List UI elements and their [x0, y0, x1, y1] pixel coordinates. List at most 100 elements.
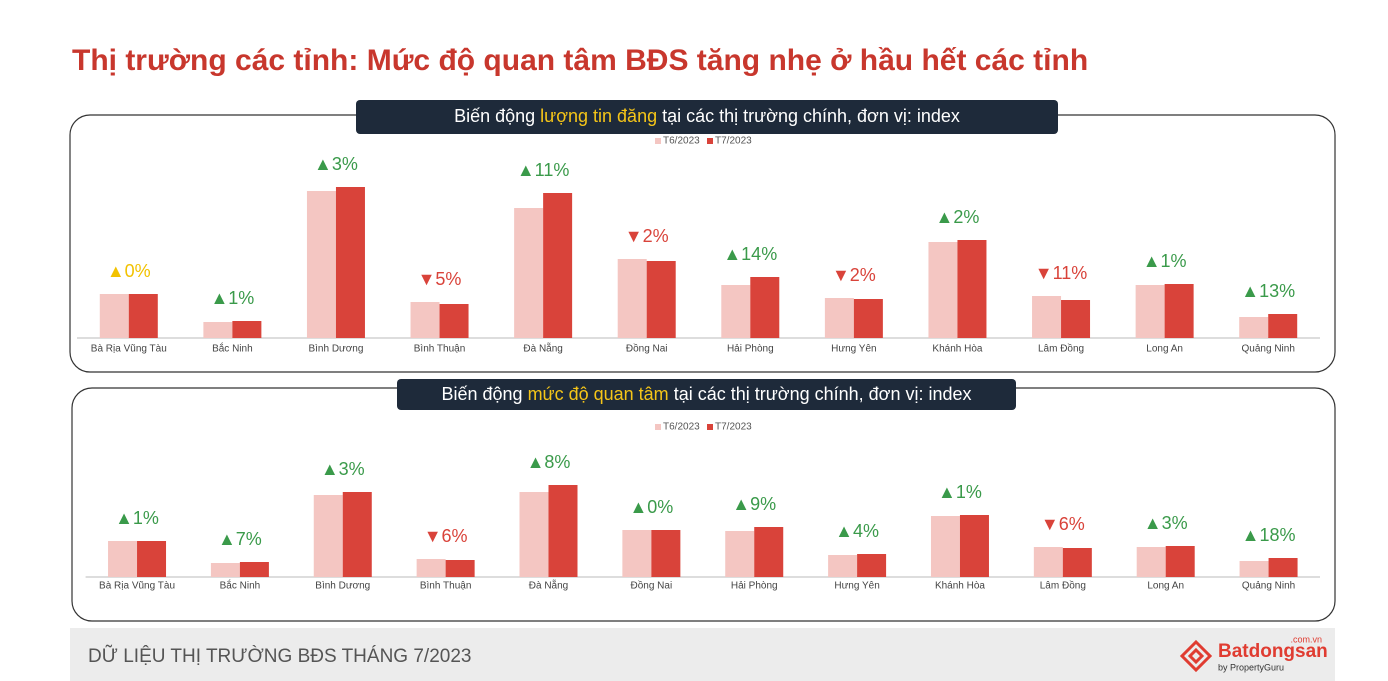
x-tick-label: Hải Phòng [731, 581, 778, 592]
bar [1239, 317, 1269, 338]
change-annotation: ▲11% [517, 160, 570, 180]
change-annotation: ▲8% [527, 452, 571, 472]
logo-icon [1179, 639, 1213, 673]
chart-title: Biến động mức độ quan tâm tại các thị trườ… [441, 384, 971, 404]
bar [306, 191, 336, 338]
bar [617, 259, 647, 338]
bar [754, 527, 784, 577]
bar [416, 559, 446, 577]
legend-label: T7/2023 [715, 422, 752, 433]
footer-text: DỮ LIỆU THỊ TRƯỜNG BĐS THÁNG 7/2023 [88, 645, 471, 667]
bar [1061, 300, 1091, 338]
chart-title-highlight: mức độ quan tâm [528, 384, 669, 404]
bar [957, 240, 987, 338]
bar [543, 193, 573, 338]
bar [646, 261, 676, 338]
bar [1032, 296, 1062, 338]
x-tick-label: Long An [1146, 344, 1183, 355]
bar [959, 515, 989, 577]
bar [342, 492, 372, 577]
change-annotation: ▲3% [314, 154, 358, 174]
x-tick-label: Bình Thuận [414, 344, 466, 355]
x-tick-label: Khánh Hòa [935, 581, 985, 592]
change-annotation: ▲4% [835, 521, 879, 541]
bar [232, 321, 262, 338]
x-tick-label: Khánh Hòa [932, 344, 982, 355]
logo-brand: Batdongsan [1218, 641, 1328, 662]
change-annotation: ▲0% [629, 497, 673, 517]
x-tick-label: Đà Nẵng [529, 579, 568, 592]
legend-label: T7/2023 [715, 136, 752, 147]
legend-swatch [655, 138, 661, 144]
bar [1239, 561, 1269, 577]
logo-domain: .com.vn [1290, 634, 1322, 644]
x-tick-label: Quảng Ninh [1242, 581, 1295, 592]
change-annotation: ▲1% [938, 482, 982, 502]
bar [1136, 547, 1166, 577]
bar [239, 562, 269, 577]
bar [548, 485, 578, 577]
x-tick-label: Bình Dương [315, 581, 370, 592]
bar [651, 530, 681, 577]
chart-title: Biến động lượng tin đăng tại các thị trườn… [454, 106, 960, 126]
bar [853, 299, 883, 338]
legend-label: T6/2023 [663, 136, 700, 147]
x-tick-label: Đồng Nai [631, 580, 673, 592]
bar [828, 555, 858, 577]
change-annotation: ▲1% [1143, 251, 1187, 271]
slide-title: Thị trường các tỉnh: Mức độ quan tâm BĐS… [72, 44, 1088, 77]
bar [108, 541, 138, 577]
x-tick-label: Hưng Yên [831, 344, 876, 355]
bar [137, 541, 167, 577]
bar [203, 322, 233, 338]
change-annotation: ▲14% [723, 244, 777, 264]
bar [519, 492, 549, 577]
bar [1062, 548, 1092, 577]
bar [928, 242, 958, 338]
legend-label: T6/2023 [663, 422, 700, 433]
change-annotation: ▲13% [1241, 281, 1295, 301]
x-tick-label: Đà Nẵng [523, 342, 562, 355]
footer-band [70, 628, 1335, 681]
bar [824, 298, 854, 338]
x-tick-label: Bắc Ninh [220, 579, 261, 592]
bar [622, 530, 652, 577]
bar [1033, 547, 1063, 577]
x-tick-label: Bà Rịa Vũng Tàu [91, 344, 167, 355]
bar [514, 208, 544, 338]
x-tick-label: Bà Rịa Vũng Tàu [99, 581, 175, 592]
x-tick-label: Lâm Đồng [1040, 580, 1086, 592]
legend-swatch [707, 138, 713, 144]
bar [445, 560, 475, 577]
bar [410, 302, 440, 338]
x-tick-label: Hưng Yên [834, 581, 879, 592]
x-tick-label: Quảng Ninh [1242, 344, 1295, 355]
bar [335, 187, 365, 338]
bar [1164, 284, 1194, 338]
change-annotation: ▼6% [1041, 514, 1085, 534]
change-annotation: ▲0% [107, 261, 151, 281]
bar [930, 516, 960, 577]
chart-title-box [397, 379, 1016, 410]
bar [439, 304, 469, 338]
chart-title-highlight: lượng tin đăng [540, 106, 657, 126]
change-annotation: ▲3% [1144, 513, 1188, 533]
logo-tagline: by PropertyGuru [1218, 662, 1284, 672]
x-tick-label: Bình Thuận [420, 581, 472, 592]
bar [721, 285, 751, 338]
chart-title-part: tại các thị trường chính, đơn vị: index [662, 106, 960, 126]
change-annotation: ▼2% [625, 226, 669, 246]
logo: Batdongsan .com.vn by PropertyGuru [1179, 634, 1328, 673]
chart-title-part: tại các thị trường chính, đơn vị: index [674, 384, 972, 404]
change-annotation: ▲9% [732, 494, 776, 514]
x-tick-label: Lâm Đồng [1038, 343, 1084, 355]
x-tick-label: Long An [1147, 581, 1184, 592]
x-tick-label: Bắc Ninh [212, 342, 253, 355]
x-tick-label: Đồng Nai [626, 343, 668, 355]
x-tick-label: Hải Phòng [727, 344, 774, 355]
change-annotation: ▼6% [424, 526, 468, 546]
change-annotation: ▲18% [1242, 525, 1296, 545]
change-annotation: ▼2% [832, 265, 876, 285]
bar [1268, 558, 1298, 577]
